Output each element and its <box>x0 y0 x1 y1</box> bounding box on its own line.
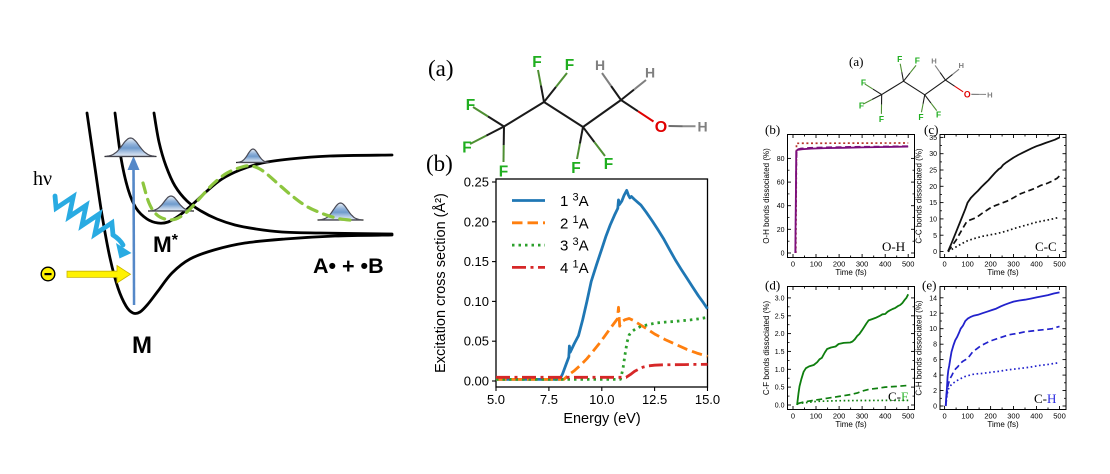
svg-text:0.00: 0.00 <box>464 374 489 389</box>
svg-text:500: 500 <box>1053 411 1066 420</box>
svg-text:O-H: O-H <box>882 239 905 254</box>
svg-text:F: F <box>571 160 580 177</box>
svg-text:C-H: C-H <box>1034 391 1056 406</box>
svg-text:Energy (eV): Energy (eV) <box>563 411 640 427</box>
svg-text:1.5: 1.5 <box>775 349 785 356</box>
svg-text:F: F <box>604 156 613 173</box>
svg-text:5: 5 <box>933 233 937 240</box>
svg-text:(a): (a) <box>428 56 454 81</box>
svg-text:(c): (c) <box>924 122 938 137</box>
svg-text:3.0: 3.0 <box>775 295 785 302</box>
svg-text:0.5: 0.5 <box>775 385 785 392</box>
svg-text:0: 0 <box>791 411 795 420</box>
svg-text:10: 10 <box>929 326 937 333</box>
svg-text:40: 40 <box>777 203 785 210</box>
svg-text:0.15: 0.15 <box>464 254 489 269</box>
svg-text:F: F <box>565 57 574 74</box>
svg-text:400: 400 <box>1030 411 1043 420</box>
svg-text:Time (fs): Time (fs) <box>987 268 1019 277</box>
svg-text:0.0: 0.0 <box>775 403 785 410</box>
svg-text:C-C: C-C <box>1035 239 1057 254</box>
svg-text:12.5: 12.5 <box>642 392 667 407</box>
svg-text:0: 0 <box>943 259 947 268</box>
svg-text:10.0: 10.0 <box>589 392 614 407</box>
svg-text:7.5: 7.5 <box>540 392 558 407</box>
svg-text:O: O <box>655 119 667 136</box>
svg-text:500: 500 <box>902 259 915 268</box>
svg-text:2.0: 2.0 <box>775 331 785 338</box>
svg-text:200: 200 <box>833 259 846 268</box>
svg-text:0.25: 0.25 <box>464 175 489 190</box>
svg-text:15: 15 <box>929 200 937 207</box>
svg-text:F: F <box>499 164 508 181</box>
svg-text:Time (fs): Time (fs) <box>835 268 867 277</box>
svg-text:Time (fs): Time (fs) <box>835 420 867 429</box>
svg-text:100: 100 <box>961 411 974 420</box>
svg-text:14: 14 <box>929 295 937 302</box>
svg-text:(d): (d) <box>765 278 780 293</box>
svg-text:5.0: 5.0 <box>487 392 505 407</box>
svg-text:25: 25 <box>929 168 937 175</box>
svg-text:F: F <box>462 140 471 157</box>
svg-text:300: 300 <box>1007 411 1020 420</box>
svg-text:100: 100 <box>810 259 823 268</box>
svg-text:A• + •B: A• + •B <box>313 254 384 278</box>
svg-text:4: 4 <box>933 373 937 380</box>
svg-text:H: H <box>645 65 655 81</box>
svg-text:C-C bonds dissociated (%): C-C bonds dissociated (%) <box>915 148 924 243</box>
svg-text:0.10: 0.10 <box>464 294 489 309</box>
svg-text:20: 20 <box>929 184 937 191</box>
svg-text:0: 0 <box>933 249 937 256</box>
svg-text:100: 100 <box>961 259 974 268</box>
svg-text:Excitation cross section (Å²): Excitation cross section (Å²) <box>432 193 449 373</box>
svg-text:30: 30 <box>929 151 937 158</box>
svg-text:15.0: 15.0 <box>695 392 720 407</box>
svg-text:0: 0 <box>781 251 785 258</box>
svg-text:400: 400 <box>879 411 892 420</box>
svg-text:O-H bonds dissociated (%): O-H bonds dissociated (%) <box>762 148 771 244</box>
svg-text:0.05: 0.05 <box>464 334 489 349</box>
svg-text:300: 300 <box>1007 259 1020 268</box>
svg-text:200: 200 <box>984 259 997 268</box>
svg-text:0: 0 <box>943 411 947 420</box>
svg-text:0: 0 <box>933 404 937 411</box>
svg-text:10: 10 <box>929 217 937 224</box>
svg-text:12: 12 <box>929 311 937 318</box>
svg-text:200: 200 <box>984 411 997 420</box>
svg-text:F: F <box>466 97 475 114</box>
svg-text:400: 400 <box>879 259 892 268</box>
svg-text:(a): (a) <box>849 54 863 69</box>
svg-text:F: F <box>532 54 541 71</box>
svg-text:C-H bonds dissociated (%): C-H bonds dissociated (%) <box>915 300 924 395</box>
svg-text:H: H <box>697 119 707 135</box>
svg-text:400: 400 <box>1030 259 1043 268</box>
svg-text:80: 80 <box>777 156 785 163</box>
svg-text:(e): (e) <box>922 278 936 293</box>
svg-text:60: 60 <box>777 180 785 187</box>
svg-text:0.20: 0.20 <box>464 214 489 229</box>
svg-text:M: M <box>132 332 152 359</box>
svg-text:Time (fs): Time (fs) <box>987 420 1019 429</box>
svg-text:(b): (b) <box>426 151 453 176</box>
svg-text:1.0: 1.0 <box>775 367 785 374</box>
svg-text:C-F: C-F <box>888 389 908 404</box>
svg-text:500: 500 <box>902 411 915 420</box>
svg-text:hν: hν <box>33 168 52 190</box>
svg-text:2: 2 <box>933 388 937 395</box>
svg-text:H: H <box>595 57 605 73</box>
svg-text:500: 500 <box>1053 259 1066 268</box>
svg-text:20: 20 <box>777 227 785 234</box>
svg-text:100: 100 <box>810 411 823 420</box>
svg-text:200: 200 <box>833 411 846 420</box>
svg-text:(b): (b) <box>765 122 780 137</box>
svg-text:300: 300 <box>856 411 869 420</box>
svg-text:0: 0 <box>791 259 795 268</box>
svg-text:6: 6 <box>933 357 937 364</box>
svg-text:2.5: 2.5 <box>775 313 785 320</box>
svg-text:8: 8 <box>933 342 937 349</box>
svg-text:C-F bonds dissociated (%): C-F bonds dissociated (%) <box>762 301 771 396</box>
svg-text:300: 300 <box>856 259 869 268</box>
